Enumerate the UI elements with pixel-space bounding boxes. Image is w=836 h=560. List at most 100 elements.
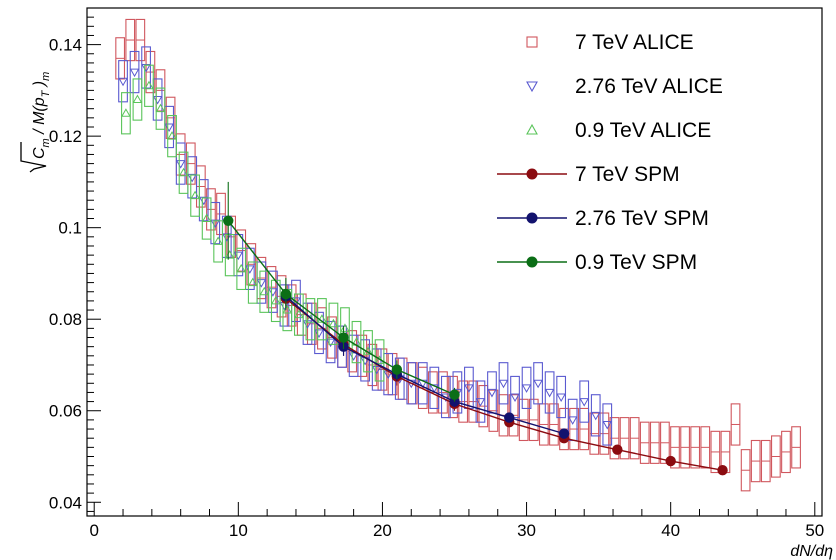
alice-box-s1-38 (556, 375, 567, 419)
alice-box-s1-34 (510, 375, 520, 419)
legend-label-5: 0.9 TeV SPM (575, 251, 697, 274)
alice-box-s1-41 (590, 394, 601, 437)
alice-box-s1-20 (348, 334, 359, 377)
alice-box-s1-1 (129, 50, 140, 94)
alice-marker-s2-19 (340, 323, 350, 332)
alice-marker-s1-31 (475, 398, 486, 407)
x-tick-label-5: 50 (805, 521, 824, 540)
alice-box-s2-17 (317, 298, 327, 341)
alice-marker-s2-6 (190, 190, 200, 200)
alice-data-boxes (115, 18, 801, 492)
ylabel-close: ) (31, 81, 48, 91)
alice-marker-s1-40 (579, 398, 590, 407)
alice-marker-s2-11 (247, 277, 258, 287)
alice-marker-s1-12 (256, 279, 267, 288)
alice-marker-s2-17 (317, 314, 327, 323)
alice-box-s2-12 (259, 270, 270, 313)
y-tick-label-5: 0.14 (49, 36, 82, 55)
alice-marker-s2-4 (167, 131, 177, 140)
alice-marker-s1-42 (602, 420, 613, 430)
alice-box-s2-2 (144, 64, 154, 107)
legend-marker-0 (526, 36, 538, 48)
spm-point-0-7 (665, 455, 676, 467)
alice-box-s2-7 (201, 197, 212, 240)
alice-box-s2-0 (121, 92, 131, 135)
alice-marker-s1-34 (510, 393, 520, 403)
legend-marker-1 (526, 81, 538, 93)
alice-box-s1-35 (521, 366, 532, 410)
legend: 7 TeV ALICE 2.76 TeV ALICE 0.9 TeV ALICE 7 … (497, 31, 723, 274)
alice-box-s2-11 (247, 261, 258, 304)
alice-marker-s1-15 (291, 297, 301, 306)
alice-marker-s1-22 (371, 366, 382, 375)
x-tick-label-4: 40 (661, 521, 680, 540)
legend-label-4: 2.76 TeV SPM (575, 207, 709, 230)
alice-box-s2-4 (167, 114, 177, 158)
alice-box-s1-0 (118, 60, 128, 103)
alice-box-s1-26 (417, 362, 428, 405)
alice-marker-s2-7 (201, 213, 212, 223)
alice-box-s1-18 (325, 320, 336, 364)
alice-marker-s2-10 (236, 263, 247, 273)
alice-marker-s1-28 (440, 393, 451, 403)
ylabel-sub-m2: m (40, 72, 52, 81)
alice-box-s2-10 (236, 247, 247, 291)
alice-box-s1-37 (544, 371, 555, 414)
spm-point-1-5 (558, 428, 570, 439)
legend-label-2: 0.9 TeV ALICE (575, 119, 711, 142)
alice-marker-s1-36 (533, 379, 543, 389)
legend-marker-4 (526, 212, 538, 224)
spm-point-2-1 (280, 288, 292, 300)
alice-marker-s1-6 (187, 173, 198, 183)
y-tick-label-2: 0.08 (49, 310, 82, 329)
spm-point-1-4 (504, 412, 515, 423)
legend-marker-2 (526, 123, 538, 135)
alice-marker-s1-27 (429, 384, 440, 393)
alice-marker-s1-8 (210, 219, 221, 229)
alice-marker-s2-1 (132, 94, 143, 104)
legend-marker-5 (526, 256, 538, 268)
alice-box-s1-5 (175, 142, 186, 185)
y-tick-label-3: 0.1 (58, 219, 82, 238)
alice-box-s1-12 (256, 261, 267, 304)
alice-marker-s1-17 (314, 329, 324, 338)
alice-marker-s1-1 (129, 68, 140, 78)
alice-marker-s1-9 (221, 233, 232, 242)
spm-point-2-2 (338, 332, 349, 343)
alice-marker-s1-18 (325, 338, 336, 348)
alice-box-s2-5 (178, 151, 189, 194)
alice-marker-s1-35 (521, 384, 532, 393)
alice-box-s1-42 (602, 403, 613, 446)
alice-box-s2-15 (293, 293, 304, 336)
spm-data-lines (223, 181, 728, 476)
alice-marker-s2-14 (282, 305, 293, 314)
alice-box-s1-36 (533, 362, 543, 405)
spm-line-0 (285, 298, 723, 471)
y-tick-label-0: 0.04 (49, 493, 82, 512)
alice-marker-s2-15 (293, 309, 304, 319)
alice-marker-s2-8 (213, 236, 224, 245)
x-tick-label-1: 10 (229, 521, 248, 540)
alice-marker-s2-9 (224, 250, 235, 259)
ylabel-sub-m: m (40, 138, 52, 147)
y-tick-label-4: 0.12 (49, 127, 82, 146)
ylabel-c: C (31, 147, 48, 159)
spm-line-1 (285, 295, 565, 435)
alice-marker-s1-39 (567, 416, 578, 425)
alice-marker-s1-2 (141, 63, 151, 73)
alice-marker-s2-5 (178, 167, 189, 177)
alice-marker-s1-33 (498, 379, 509, 389)
x-tick-label-0: 0 (89, 521, 98, 540)
alice-box-s2-18 (328, 302, 339, 345)
spm-point-2-0 (223, 215, 234, 227)
sqrt-sign-icon (20, 142, 47, 173)
y-tick-label-1: 0.06 (49, 402, 82, 421)
legend-label-3: 7 TeV SPM (575, 163, 680, 186)
spm-point-2-3 (391, 364, 403, 375)
legend-label-1: 2.76 TeV ALICE (575, 75, 723, 98)
legend-label-0: 7 TeV ALICE (575, 31, 694, 54)
alice-box-s1-33 (498, 362, 509, 405)
alice-marker-s1-5 (175, 160, 186, 169)
